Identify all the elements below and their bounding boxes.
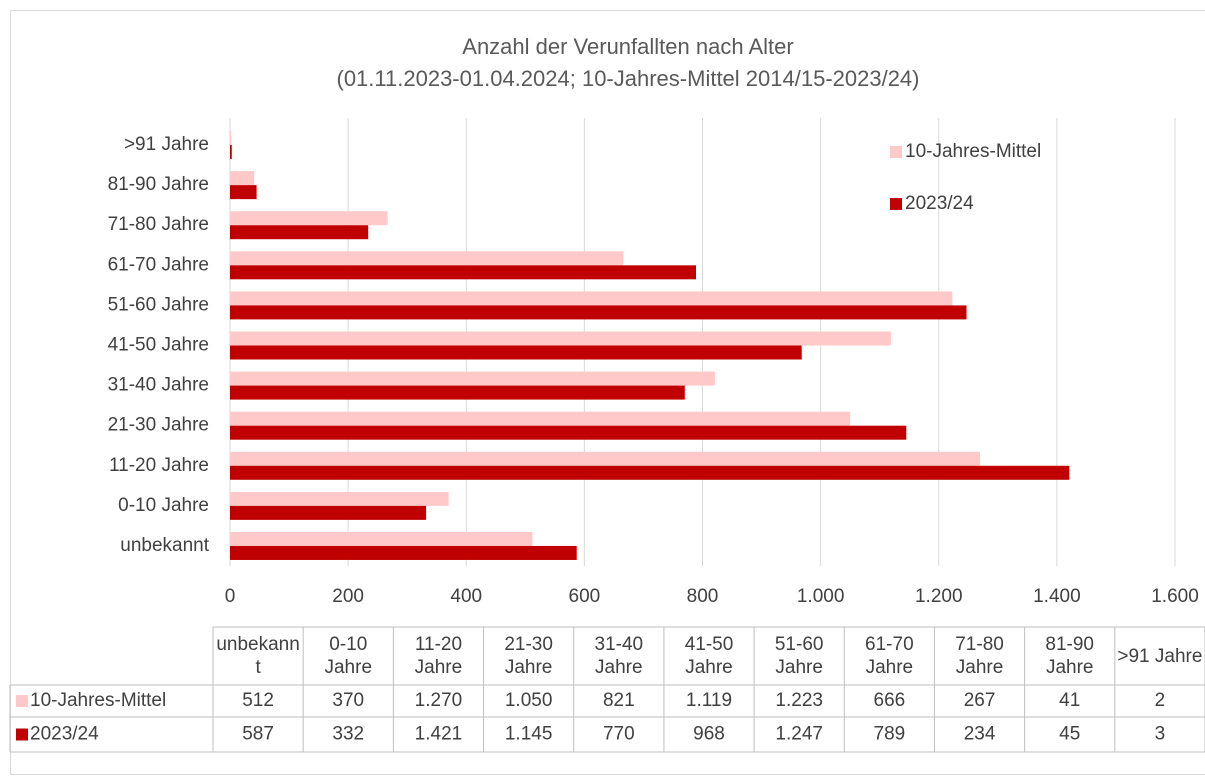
table-value: 666: [874, 690, 906, 711]
table-value: 45: [1059, 724, 1080, 745]
bar: [230, 345, 802, 360]
table-header: 41-50 Jahre: [684, 634, 734, 678]
bar: [230, 225, 369, 240]
table-row-label: 10-Jahres-Mittel: [30, 690, 166, 711]
table-header-cell: 81-90 Jahre: [1045, 634, 1095, 678]
legend-swatch: [890, 198, 902, 210]
table-header: >91 Jahre: [1117, 645, 1203, 667]
x-tick-label: 800: [687, 586, 719, 607]
bar: [230, 331, 891, 346]
table-value: 2: [1155, 690, 1166, 711]
table-value: 1.270: [415, 690, 463, 711]
bar: [230, 425, 907, 440]
table-legend-swatch: [16, 695, 28, 707]
bar: [230, 185, 257, 200]
bar: [230, 531, 533, 546]
table-value: 1.421: [415, 724, 463, 745]
y-tick-label: 61-70 Jahre: [108, 254, 209, 275]
bar: [230, 465, 1070, 480]
y-tick-label: 31-40 Jahre: [108, 375, 209, 396]
y-tick-label: 0-10 Jahre: [118, 495, 209, 516]
x-tick-label: 1.400: [1033, 586, 1081, 607]
bar: [230, 451, 981, 466]
table-header-cell: >91 Jahre: [1117, 645, 1203, 667]
table-header-cell: 61-70 Jahre: [865, 634, 914, 678]
bar: [230, 291, 953, 306]
table-header-cell: 31-40 Jahre: [594, 634, 644, 678]
x-tick-label: 1.200: [915, 586, 963, 607]
legend-swatch: [890, 146, 902, 158]
table-header: 21-30 Jahre: [504, 634, 553, 678]
table-value: 587: [242, 724, 274, 745]
chart-title: Anzahl der Verunfallten nach Alter: [462, 34, 793, 59]
table-header-cell: 0-10 Jahre: [324, 634, 373, 678]
y-tick-label: 71-80 Jahre: [108, 214, 209, 235]
table-value: 512: [242, 690, 274, 711]
bar: [230, 385, 685, 400]
bar: [230, 411, 851, 426]
y-tick-label: 11-20 Jahre: [109, 455, 209, 476]
table-value: 267: [964, 690, 996, 711]
bar: [230, 305, 967, 320]
table-value: 234: [964, 724, 996, 745]
table-header: 61-70 Jahre: [865, 634, 914, 678]
bar: [230, 491, 449, 506]
bar: [230, 371, 715, 386]
legend-label: 2023/24: [905, 193, 974, 214]
y-tick-label: 41-50 Jahre: [108, 335, 209, 356]
table-value: 821: [603, 690, 635, 711]
table-header: unbekannt: [216, 634, 300, 678]
table-value: 332: [332, 724, 364, 745]
x-tick-label: 200: [332, 586, 364, 607]
y-tick-label: 81-90 Jahre: [108, 174, 209, 195]
x-tick-label: 600: [569, 586, 601, 607]
bar: [230, 145, 232, 160]
bar: [230, 211, 388, 226]
table-header-cell: 51-60 Jahre: [774, 634, 824, 678]
table-header: 11-20 Jahre: [414, 634, 463, 678]
table-value: 1.119: [686, 690, 732, 711]
y-tick-label: 21-30 Jahre: [108, 415, 209, 436]
table-value: 789: [874, 724, 906, 745]
table-header-cell: 11-20 Jahre: [414, 634, 463, 678]
table-row-label: 2023/24: [30, 724, 99, 745]
legend-label: 10-Jahres-Mittel: [905, 141, 1041, 162]
table-value: 1.050: [505, 690, 553, 711]
bar: [230, 505, 427, 520]
table-value: 3: [1155, 724, 1166, 745]
table-value: 1.247: [775, 724, 823, 745]
bar: [230, 171, 255, 186]
table-value: 370: [332, 690, 364, 711]
table-value: 41: [1059, 690, 1080, 711]
table-header: 51-60 Jahre: [774, 634, 824, 678]
table-header-cell: unbekannt: [216, 634, 300, 678]
table-value: 1.145: [505, 724, 553, 745]
y-tick-label: unbekannt: [120, 535, 209, 556]
x-tick-label: 1.600: [1151, 586, 1199, 607]
bar: [230, 545, 577, 560]
chart-subtitle: (01.11.2023-01.04.2024; 10-Jahres-Mittel…: [337, 66, 920, 91]
x-tick-label: 0: [225, 586, 236, 607]
table-legend-swatch: [16, 728, 28, 741]
y-tick-label: 51-60 Jahre: [108, 294, 209, 315]
table-value: 968: [693, 724, 725, 745]
x-tick-label: 1.000: [797, 586, 845, 607]
x-tick-label: 400: [450, 586, 482, 607]
table-header: 81-90 Jahre: [1045, 634, 1095, 678]
table-header: 31-40 Jahre: [594, 634, 644, 678]
table-header: 71-80 Jahre: [955, 634, 1004, 678]
table-header: 0-10 Jahre: [324, 634, 373, 678]
table-header-cell: 71-80 Jahre: [955, 634, 1004, 678]
bar: [230, 131, 232, 146]
table-header-cell: 21-30 Jahre: [504, 634, 553, 678]
bar: [230, 251, 624, 266]
table-value: 770: [603, 724, 635, 745]
bar: [230, 265, 697, 280]
y-tick-label: >91 Jahre: [124, 134, 209, 155]
table-header-cell: 41-50 Jahre: [684, 634, 734, 678]
table-value: 1.223: [775, 690, 823, 711]
